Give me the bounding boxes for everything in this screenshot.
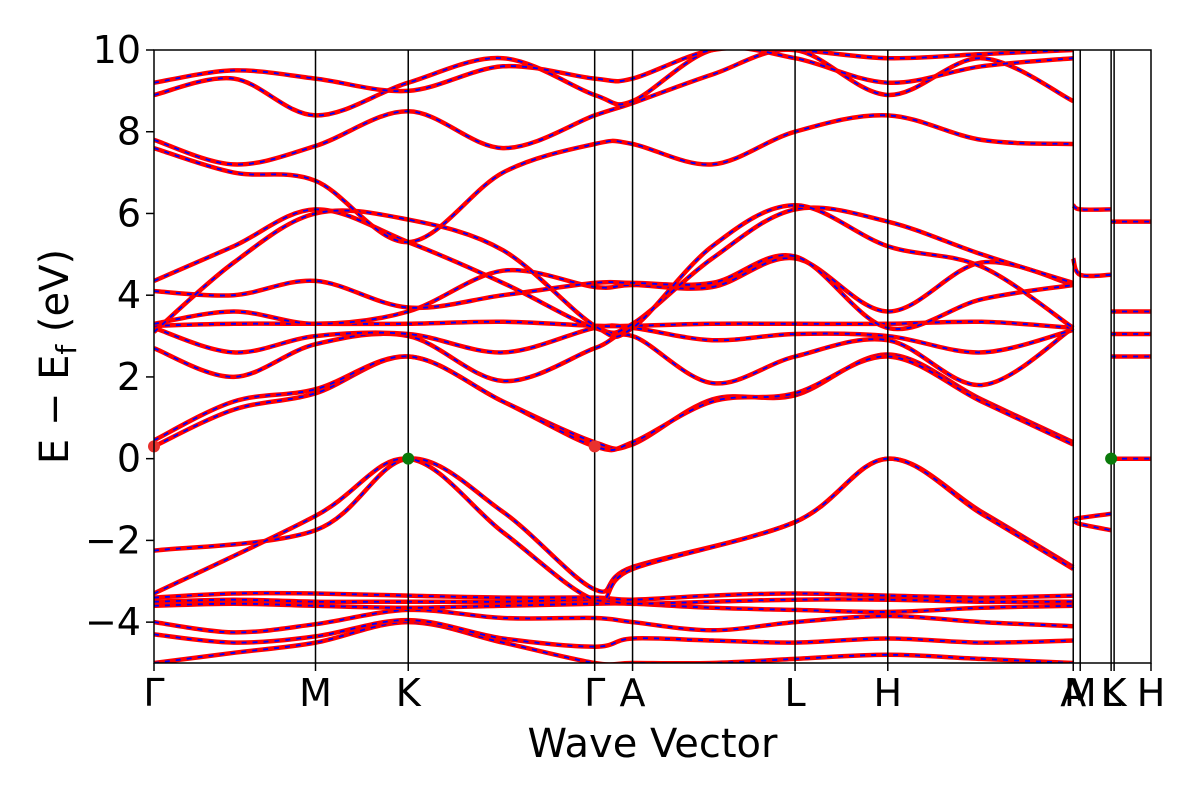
vbm-marker-3 [1105, 452, 1118, 465]
x-axis-label: Wave Vector [528, 721, 779, 767]
cbm-marker-1 [588, 440, 601, 453]
x-tick-label: Γ [143, 671, 164, 715]
band-line-dashed-7 [154, 457, 1074, 602]
x-tick-label: M [299, 671, 332, 715]
y-tick-label: 8 [117, 110, 141, 154]
y-tick-label: 0 [117, 437, 141, 481]
band-lines [154, 50, 1151, 663]
band-line-dashed-0 [154, 621, 1074, 663]
band-line-dashed-1 [154, 619, 1074, 648]
band-line-dashed-20 [154, 50, 1074, 93]
y-tick-label: 4 [117, 273, 141, 317]
band-line-dashed-11 [154, 324, 1074, 354]
x-tick-label: A [1060, 671, 1086, 715]
band-line-dashed-17 [154, 114, 1074, 244]
band-line-dashed-10 [154, 327, 1074, 387]
plot-frame [153, 49, 1152, 664]
x-tick-label: L [1101, 671, 1122, 715]
band-line-dashed-13 [154, 257, 1074, 325]
band-line-dashed-4 [154, 598, 1074, 605]
band-line-dashed-22 [1072, 258, 1112, 277]
x-tick-label: H [1137, 671, 1166, 715]
y-tick-label: −4 [85, 600, 141, 644]
band-line-dashed-3 [154, 602, 1074, 613]
band-line-dashed-14 [154, 254, 1074, 330]
y-axis-label-main: E − E [32, 355, 78, 465]
x-tick-label: K [1102, 671, 1128, 715]
x-tick-label: Γ [584, 671, 605, 715]
band-line-dashed-9 [154, 355, 1074, 451]
band-line-dashed-15 [154, 206, 1074, 334]
y-tick-label: 2 [117, 355, 141, 399]
band-line-dashed-19 [154, 50, 1074, 117]
x-tick-label: A [620, 671, 646, 715]
y-tick-label: 6 [117, 191, 141, 235]
x-axis: Γ M K Γ A L H AM LK H [143, 663, 1165, 715]
kpoint-dividers [314, 50, 1115, 663]
y-axis-label: E − Ef (eV) [32, 249, 83, 464]
vbm-marker-2 [402, 452, 415, 465]
y-tick-label: −2 [85, 518, 141, 562]
band-line-dashed-21 [1072, 204, 1112, 211]
y-axis-label-subscript: f [50, 344, 83, 355]
band-line-dashed-24 [1072, 512, 1112, 521]
y-axis: −4 −2 0 2 4 6 8 10 [85, 28, 154, 644]
y-axis-label-unit: (eV) [32, 249, 78, 345]
x-tick-label: L [784, 671, 805, 715]
band-line-dashed-18 [154, 50, 1074, 166]
x-tick-label: M [1064, 671, 1097, 715]
y-tick-label: 10 [93, 28, 141, 72]
band-line-dashed-16 [154, 204, 1074, 338]
x-tick-label: K [396, 671, 422, 715]
band-line-dashed-2 [154, 608, 1074, 634]
band-line-dashed-5 [154, 592, 1074, 601]
x-tick-label: H [874, 671, 903, 715]
